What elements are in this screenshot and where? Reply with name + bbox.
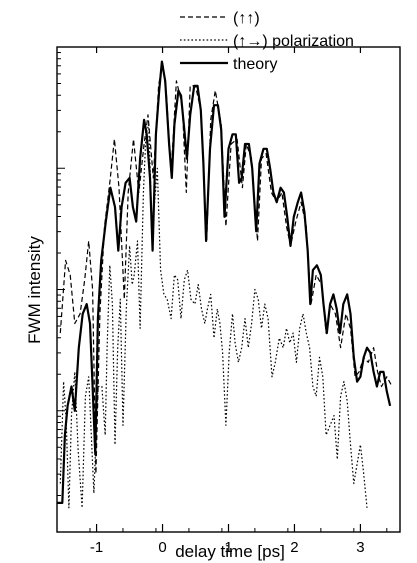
legend: (↑↑) (↑→) polarization theory (180, 10, 354, 73)
series-layer (57, 60, 393, 509)
x-axis: -1 0 1 2 3 (56, 47, 388, 556)
x-tick-label: 3 (356, 539, 364, 556)
y-axis-label: FWM intensity (25, 236, 44, 344)
x-tick-label: -1 (90, 539, 103, 556)
legend-label-dotted: (↑→) polarization (233, 33, 354, 50)
x-tick-label: 2 (290, 539, 298, 556)
x-tick-label: 1 (224, 539, 232, 556)
y-axis-ticks (57, 52, 65, 533)
x-axis-label: delay time [ps] (175, 542, 285, 561)
series-line-dotted (59, 124, 368, 509)
series-line-solid (57, 60, 392, 504)
legend-label-solid: theory (233, 56, 277, 73)
x-tick-label: 0 (158, 539, 166, 556)
legend-label-dashed: (↑↑) (233, 10, 260, 27)
